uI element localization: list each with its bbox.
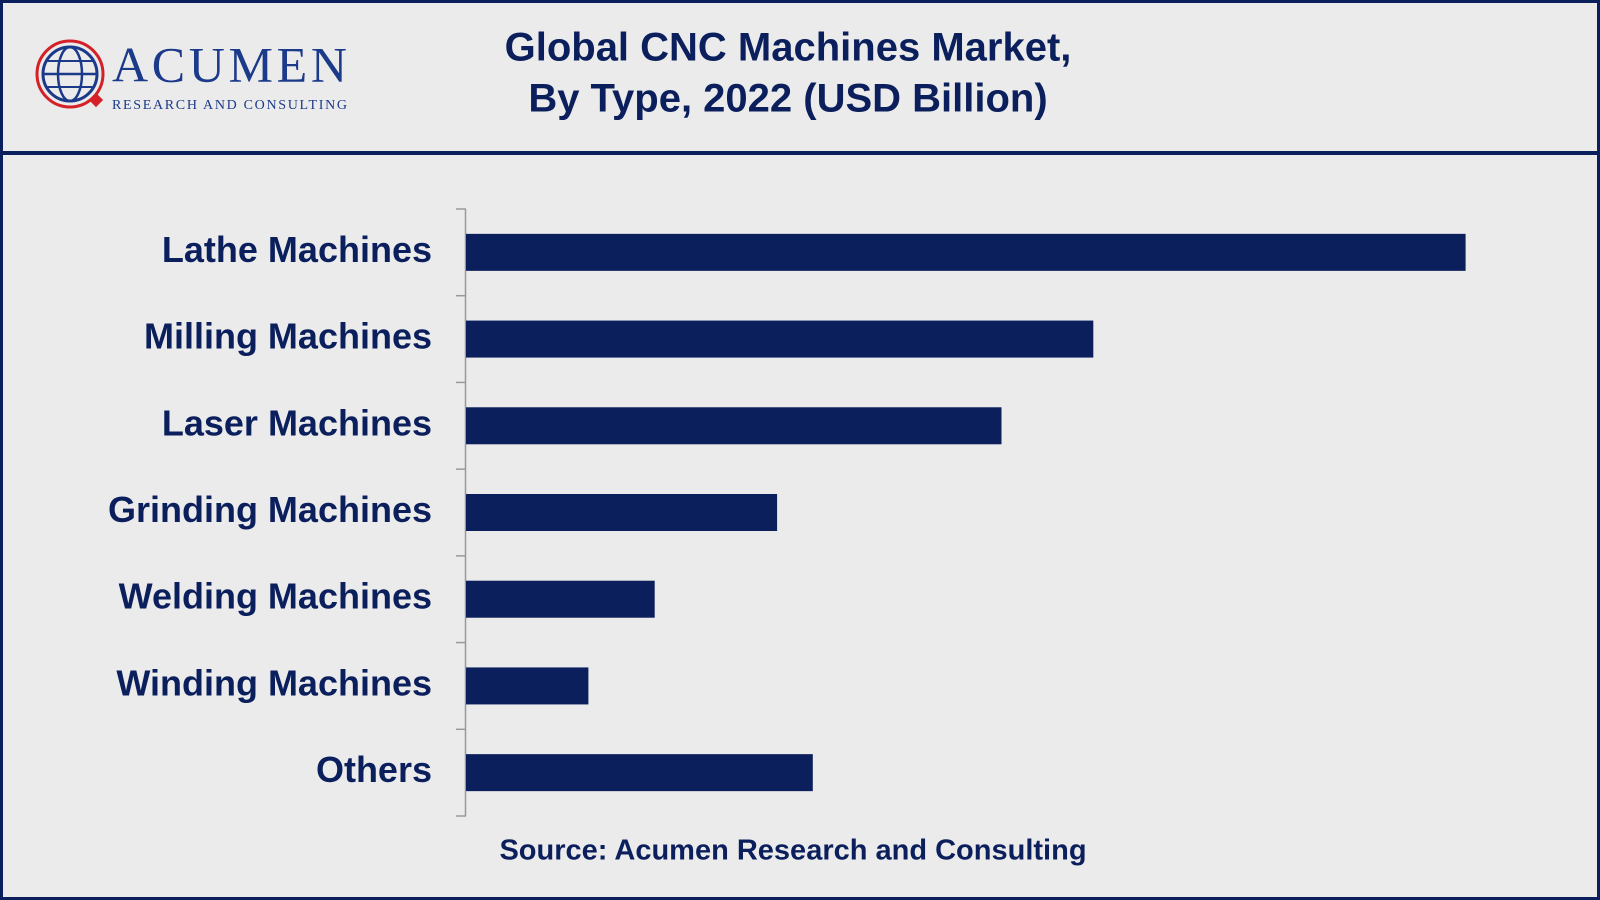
y-tick-label: Welding Machines [119,576,432,617]
source-note: Source: Acumen Research and Consulting [499,835,1086,867]
y-tick-label: Winding Machines [116,662,432,703]
bar [466,754,813,792]
y-tick-label: Grinding Machines [108,489,432,530]
y-tick-label: Lathe Machines [162,229,432,270]
bar [466,407,1002,445]
bar [466,667,589,705]
bar [466,580,655,618]
logo-tagline: RESEARCH AND CONSULTING [112,98,347,113]
logo-ring [35,39,105,109]
logo-name: ACUMEN [112,36,347,92]
y-tick-label: Laser Machines [162,402,432,443]
bar [466,233,1466,271]
chart-title: By Type, 2022 (USD Billion) [528,77,1047,121]
bar [466,320,1094,358]
bar [466,494,778,531]
y-tick-label: Milling Machines [144,316,432,357]
chart-title: Global CNC Machines Market, [505,26,1072,70]
y-tick-label: Others [316,749,432,790]
